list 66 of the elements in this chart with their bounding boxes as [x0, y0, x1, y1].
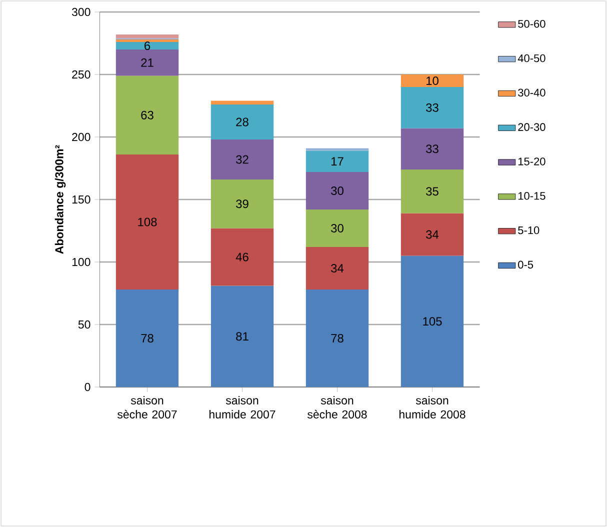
y-tick-label: 300	[72, 8, 90, 16]
bar	[306, 148, 369, 151]
data-label: 34	[426, 230, 439, 239]
data-label: 78	[331, 334, 344, 342]
bar	[210, 139, 274, 180]
bar	[116, 76, 179, 154]
data-label: 17	[331, 157, 344, 166]
bar	[400, 74, 464, 87]
legend-label: 30-40	[518, 88, 546, 97]
y-tick-label: 150	[72, 195, 90, 204]
bar	[210, 179, 274, 228]
data-label: 30	[331, 224, 344, 232]
data-label: 108	[138, 218, 157, 226]
data-label: 63	[141, 110, 154, 120]
bar	[400, 213, 464, 256]
bar	[306, 289, 369, 387]
y-tick-label: 250	[72, 70, 90, 79]
bar	[116, 154, 179, 290]
bar	[306, 150, 369, 172]
bar	[210, 228, 274, 286]
data-label: 32	[236, 155, 248, 164]
bar	[400, 128, 464, 170]
bar	[210, 286, 274, 387]
data-label: 34	[331, 264, 344, 272]
bar	[116, 42, 179, 50]
y-tick-label: 0	[84, 382, 90, 392]
data-label: 21	[141, 58, 154, 67]
y-tick-label: 200	[72, 132, 90, 142]
x-tick-label: saison sèche 2007	[118, 396, 177, 418]
bar	[116, 289, 179, 387]
legend-label: 0-5	[518, 260, 534, 269]
x-tick-label: saison humide 2007	[209, 396, 276, 418]
bar	[210, 100, 274, 104]
legend-label: 50-60	[518, 20, 546, 28]
bar	[306, 247, 369, 290]
y-tick-label: 100	[72, 258, 90, 266]
data-label: 81	[236, 332, 248, 341]
legend-label: 15-20	[518, 158, 546, 166]
bar	[116, 39, 179, 42]
bar	[116, 49, 179, 76]
data-label: 78	[141, 334, 154, 342]
data-label: 39	[236, 200, 248, 208]
x-tick-label: saison humide 2008	[399, 396, 466, 418]
legend-label: 5-10	[518, 226, 540, 234]
bar	[400, 86, 464, 128]
data-label: 10	[426, 76, 438, 85]
y-axis-title: Abondance g/300m²	[54, 145, 66, 254]
bar	[116, 34, 179, 38]
y-tick-label: 50	[78, 320, 90, 329]
data-label: 46	[236, 252, 248, 262]
data-label: 33	[426, 103, 438, 112]
bar	[400, 169, 464, 214]
legend-label: 10-15	[518, 192, 546, 200]
bar	[306, 172, 369, 210]
data-label: 105	[423, 317, 442, 326]
data-label: 35	[426, 187, 438, 196]
bar	[400, 256, 464, 387]
x-tick-label: saison sèche 2008	[308, 396, 367, 418]
legend-label: 20-30	[518, 123, 546, 131]
bar	[306, 209, 369, 247]
data-label: 33	[426, 144, 438, 154]
bar	[210, 104, 274, 140]
data-label: 30	[331, 186, 344, 195]
data-label: 28	[236, 118, 248, 126]
legend-label: 40-50	[518, 54, 546, 62]
data-label: 6	[144, 42, 150, 50]
